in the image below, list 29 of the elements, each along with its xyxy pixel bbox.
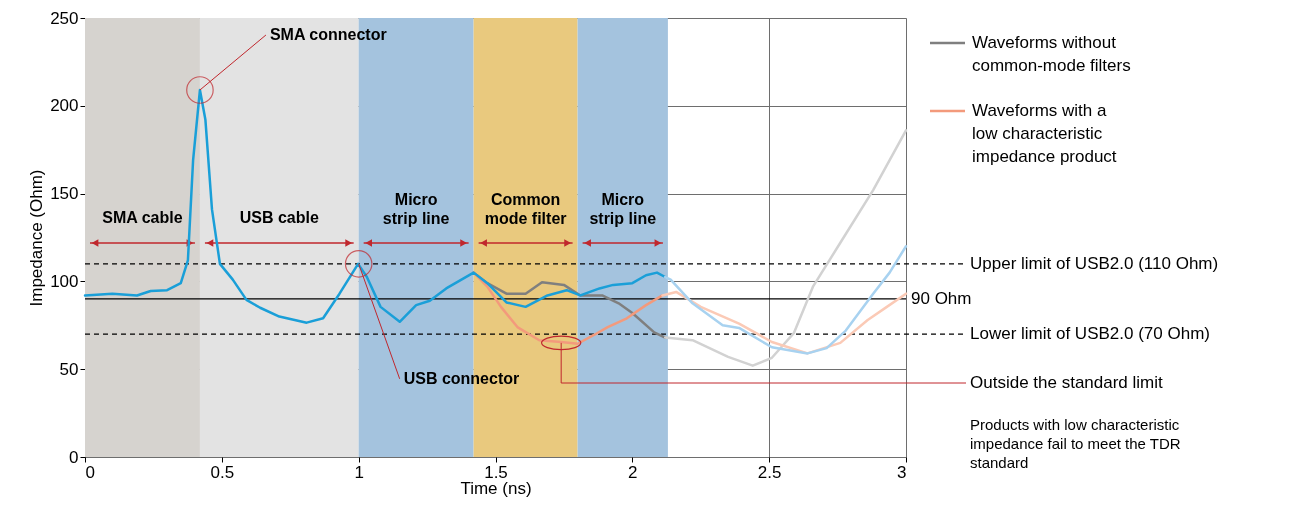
line-series: [663, 129, 908, 367]
x-tick-label: 0.5: [210, 462, 235, 482]
annotation: Outside the standard limit: [970, 373, 1164, 392]
x-tick-label: 2.5: [757, 462, 782, 482]
band-label: Micro strip line: [382, 191, 450, 227]
legend-label: Waveforms without common-mode filters: [972, 33, 1131, 75]
x-tick-label: 1: [354, 462, 364, 482]
band-label: Micro strip line: [589, 191, 657, 227]
y-tick-label: 50: [59, 359, 79, 379]
ref-line-label: Upper limit of USB2.0 (110 Ohm): [970, 253, 1219, 273]
text: Products with low characteristic impedance fail to meet the TDR standard: [970, 416, 1181, 471]
y-tick-label: 0: [69, 447, 79, 467]
y-tick-label: 250: [50, 8, 79, 28]
ref-line-label: 90 Ohm: [911, 288, 972, 308]
legend-label: Waveforms with a low characteristic impedance product: [972, 101, 1117, 166]
x-tick-label: 3: [897, 462, 907, 482]
x-tick-label: 2: [628, 462, 638, 482]
ref-line-label: Lower limit of USB2.0 (70 Ohm): [970, 324, 1210, 344]
annotation: SMA connector: [269, 26, 387, 43]
band-label: SMA cable: [102, 209, 183, 226]
y-axis-title: Impedance (Ohm): [27, 169, 47, 307]
band-label: USB cable: [239, 209, 319, 226]
annotation: USB connector: [403, 369, 520, 387]
y-tick-label: 150: [50, 184, 79, 204]
y-tick-label: 200: [50, 96, 79, 116]
y-tick-label: 100: [50, 271, 79, 291]
line-series: [663, 245, 908, 355]
x-tick-label: 0: [85, 462, 95, 482]
band-label: Common mode filter: [484, 191, 567, 227]
